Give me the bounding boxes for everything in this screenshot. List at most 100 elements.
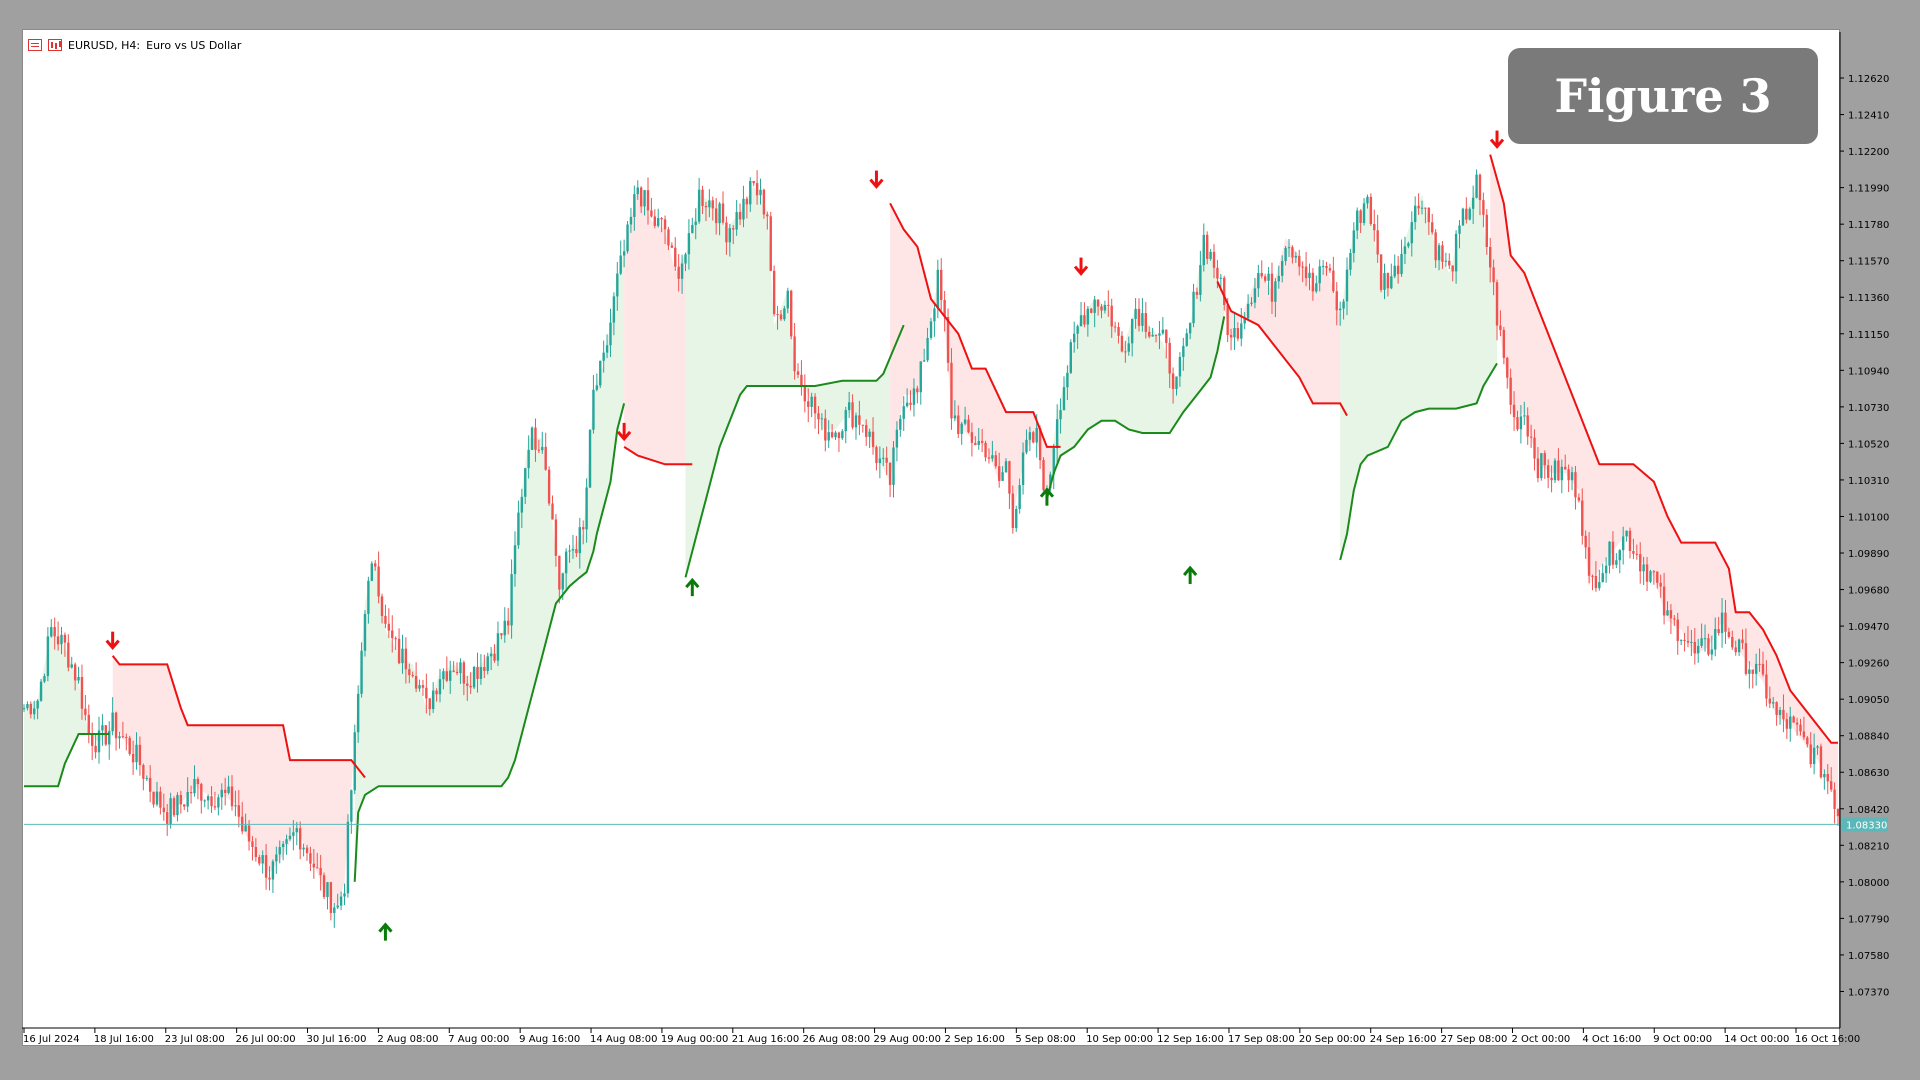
candle-body	[1079, 315, 1083, 327]
candle-body	[1714, 629, 1717, 650]
candle-body	[520, 496, 524, 513]
candle-body	[997, 466, 1001, 481]
sell-arrow-icon	[869, 170, 884, 189]
candle-body	[1778, 709, 1782, 715]
candle-body	[60, 634, 63, 645]
candle-body	[1294, 255, 1298, 258]
candle-body	[43, 676, 46, 682]
candle-body	[810, 396, 813, 407]
candle-body	[1635, 553, 1639, 555]
candle-body	[633, 194, 636, 217]
candle-body	[1243, 318, 1246, 324]
x-tick-label: 18 Jul 16:00	[94, 1034, 154, 1045]
candle-body	[588, 429, 592, 488]
trend-fill-8	[1340, 185, 1497, 560]
candle-body	[858, 415, 861, 425]
candle-body	[1410, 222, 1413, 244]
candle-body	[1270, 273, 1274, 302]
x-tick-label: 24 Sep 16:00	[1370, 1034, 1437, 1045]
candle-body	[1052, 448, 1055, 475]
candle-body	[1291, 247, 1294, 258]
candle-body	[742, 198, 745, 220]
candle-body	[384, 615, 387, 624]
candle-body	[697, 189, 701, 222]
y-tick-label: 1.09890	[1848, 549, 1889, 560]
candle-body	[1073, 333, 1076, 343]
candle-body	[1741, 639, 1744, 644]
candle-body	[203, 800, 206, 802]
candle-body	[506, 620, 510, 626]
candle-body	[1195, 291, 1199, 295]
candle-body	[1608, 541, 1611, 566]
candle-body	[394, 638, 397, 640]
candle-body	[1359, 210, 1362, 223]
sell-arrow-icon	[616, 422, 632, 442]
candle-body	[564, 551, 568, 574]
chart-bars-icon	[48, 39, 62, 51]
x-tick-label: 2 Aug 08:00	[377, 1034, 438, 1045]
candle-body	[1236, 328, 1240, 339]
candle-body	[213, 806, 217, 808]
candle-body	[851, 402, 854, 428]
candle-body	[779, 314, 783, 320]
candle-body	[708, 200, 711, 208]
candle-body	[704, 205, 708, 208]
candle-body	[1454, 233, 1458, 272]
candle-body	[1615, 560, 1618, 565]
candle-body	[1226, 305, 1229, 336]
supertrend-line-up-4	[684, 324, 905, 578]
trend-fill-2	[354, 252, 625, 882]
candle-body	[350, 790, 353, 822]
candle-body	[258, 857, 261, 864]
x-tick-label: 12 Sep 16:00	[1157, 1034, 1224, 1045]
candle-body	[230, 786, 234, 807]
candle-body	[1168, 342, 1171, 374]
candle-body	[1785, 719, 1789, 729]
candle-body	[1789, 716, 1792, 729]
candle-body	[1277, 275, 1280, 282]
candle-body	[813, 396, 817, 414]
candle-body	[738, 211, 742, 220]
candle-body	[80, 676, 84, 709]
candle-body	[1076, 326, 1079, 334]
candle-body	[162, 807, 166, 813]
candle-body	[1639, 554, 1642, 572]
candle-body	[29, 703, 33, 715]
candle-body	[899, 418, 902, 430]
candle-body	[1141, 313, 1144, 326]
candle-body	[411, 675, 414, 677]
candle-body	[39, 681, 43, 701]
candle-body	[1130, 318, 1134, 344]
candle-body	[452, 670, 455, 672]
candle-body	[1171, 373, 1175, 389]
candle-body	[302, 847, 305, 850]
candle-body	[46, 636, 50, 677]
candle-body	[1529, 436, 1533, 438]
candle-body	[1062, 387, 1066, 411]
candle-body	[1628, 530, 1632, 551]
candle-body	[346, 821, 350, 894]
candle-body	[268, 877, 271, 880]
y-tick-label: 1.08840	[1848, 732, 1889, 743]
candle-body	[1823, 773, 1826, 778]
candle-body	[1495, 282, 1499, 326]
candle-body	[94, 745, 97, 753]
candle-body	[599, 360, 602, 386]
candle-body	[333, 907, 336, 913]
y-tick-label: 1.10520	[1848, 439, 1889, 450]
candle-body	[305, 847, 309, 854]
candle-body	[1352, 230, 1356, 254]
candle-body	[1110, 305, 1113, 327]
candle-body	[131, 753, 135, 763]
candle-body	[295, 828, 298, 833]
candle-body	[1427, 207, 1431, 223]
candle-body	[646, 190, 650, 211]
candle-body	[1819, 746, 1823, 778]
candle-body	[1666, 610, 1669, 616]
candle-body	[1540, 453, 1543, 479]
candle-body	[298, 828, 302, 850]
symbol-description: Euro vs US Dollar	[146, 38, 242, 52]
candle-body	[1611, 541, 1615, 565]
candle-body	[1154, 334, 1158, 336]
